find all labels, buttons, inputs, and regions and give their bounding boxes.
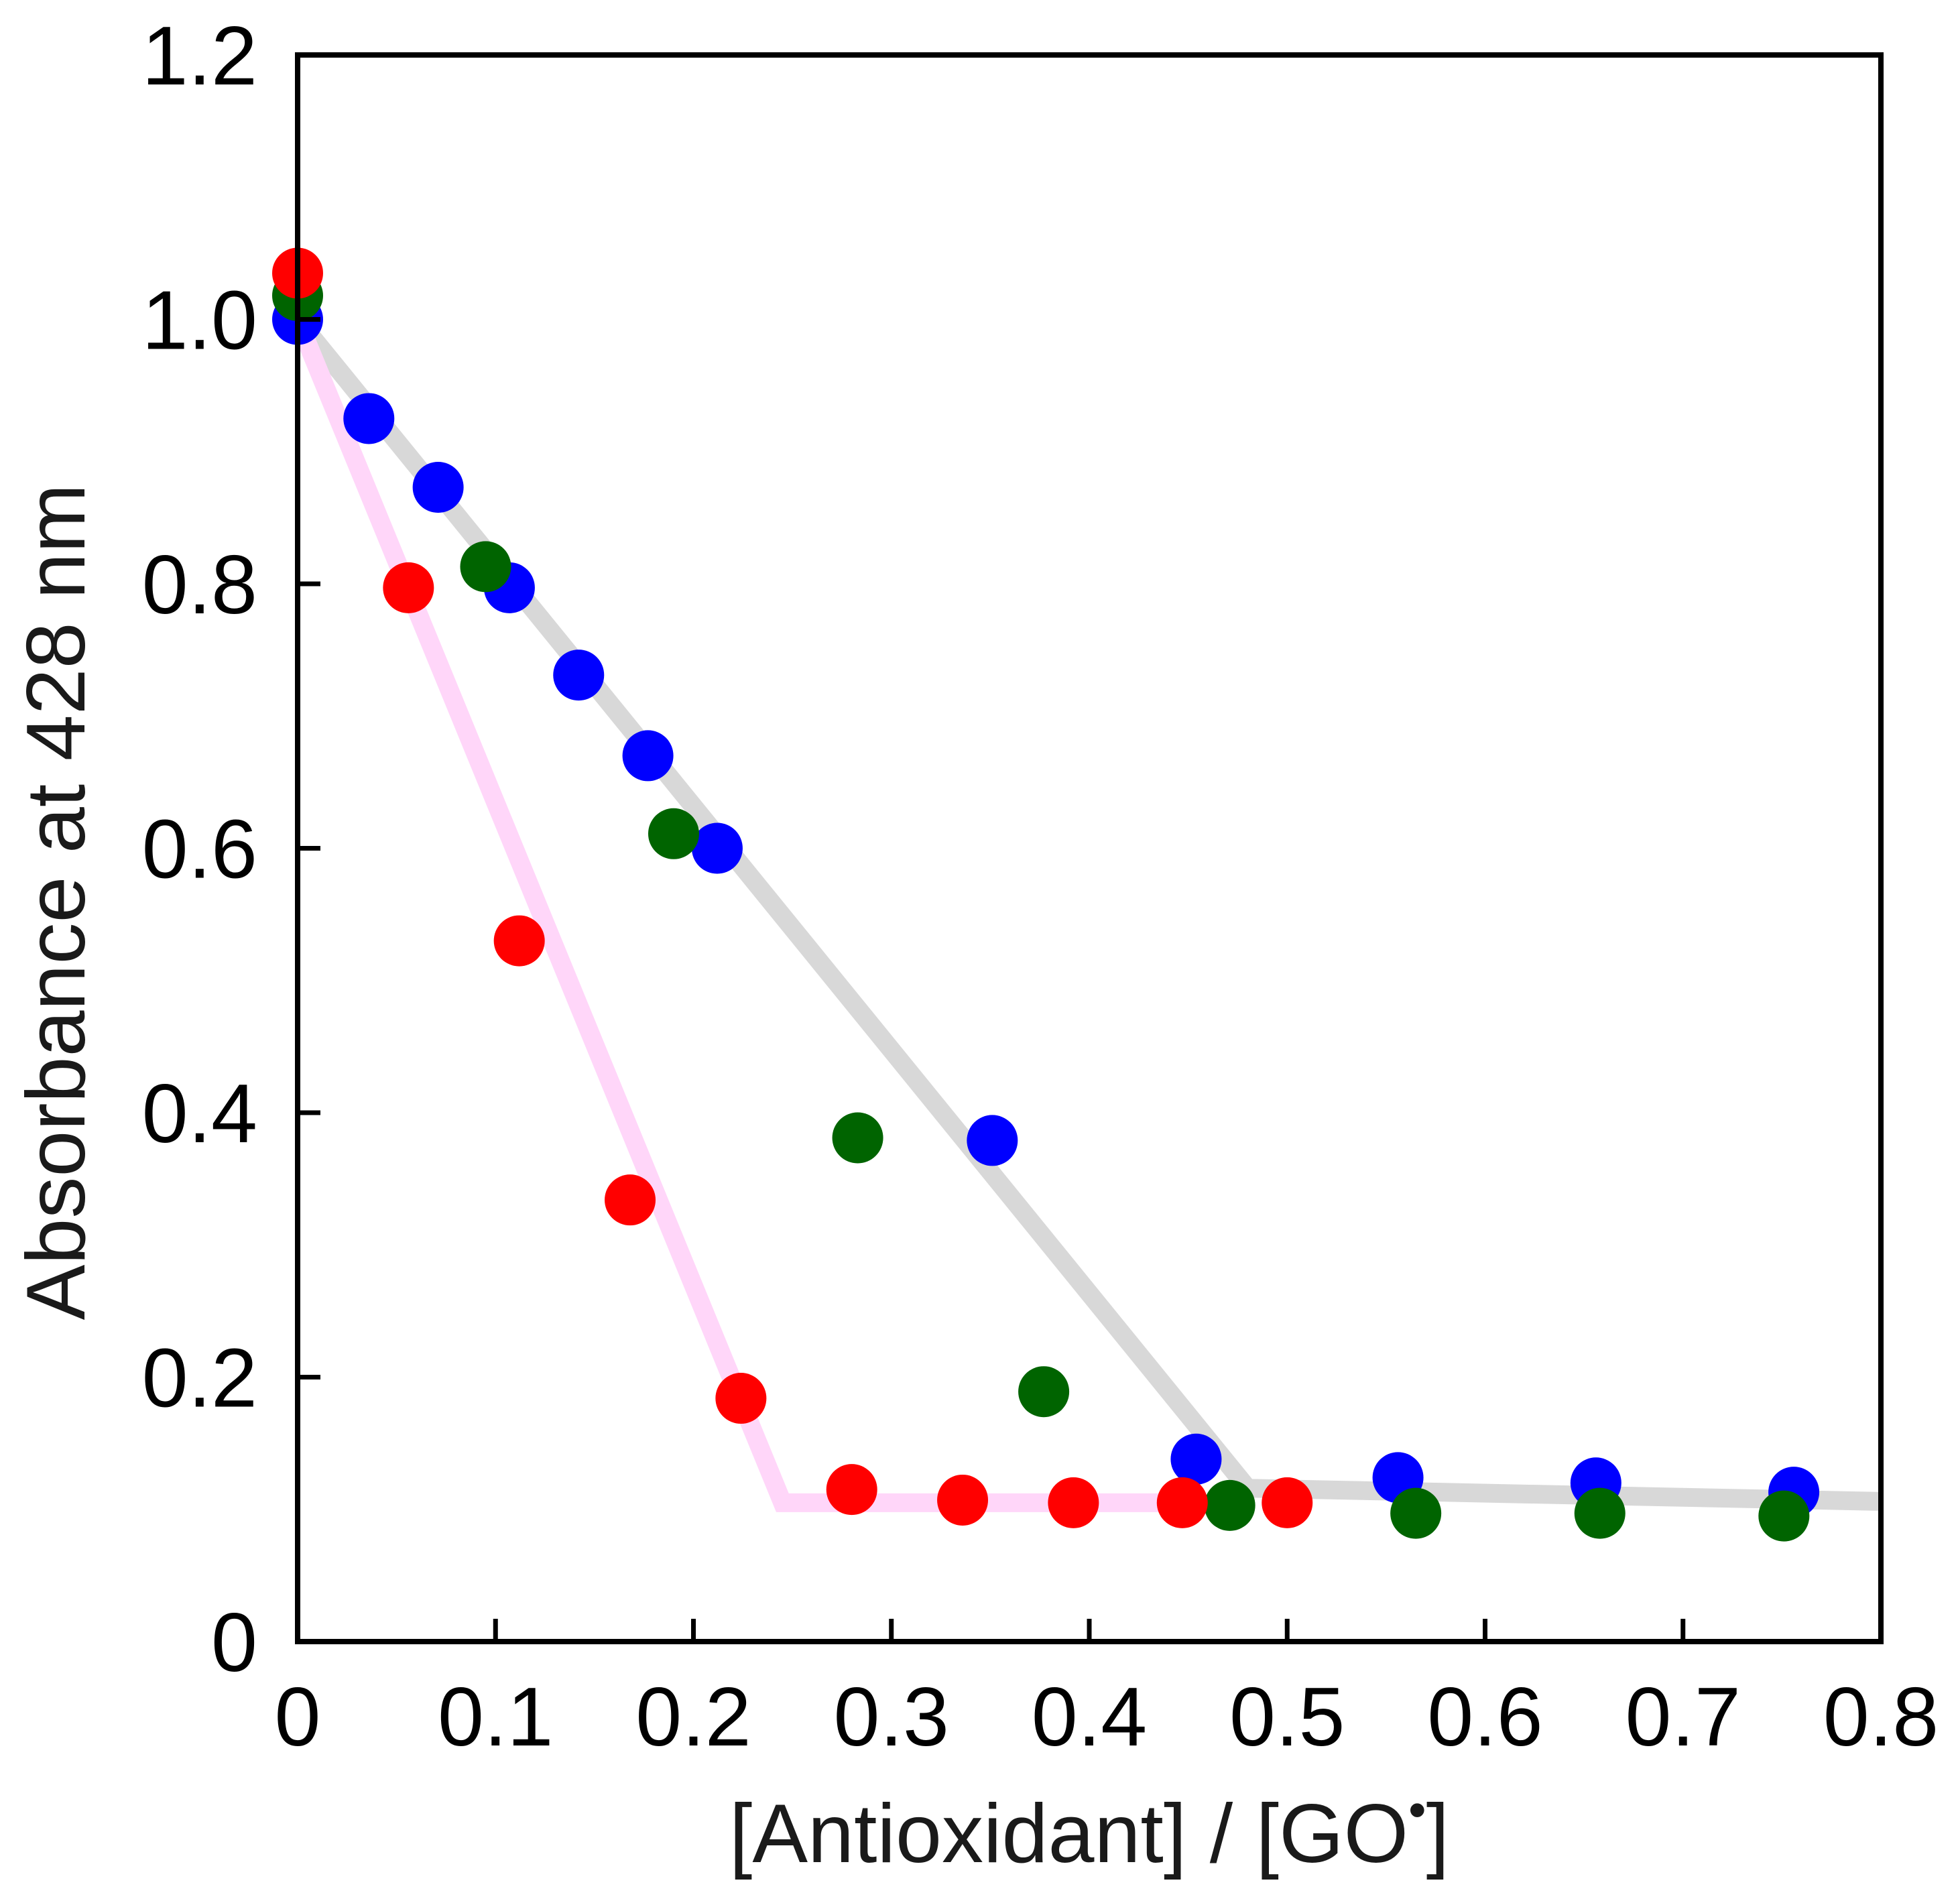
data-point-series-1-3 <box>412 462 464 513</box>
y-tick-label: 0.4 <box>142 1068 257 1160</box>
data-point-series-1-6 <box>622 730 674 782</box>
data-point-series-2-4 <box>832 1112 883 1164</box>
x-tick-label: 0.5 <box>1229 1671 1345 1764</box>
data-point-series-2-8 <box>1574 1487 1626 1539</box>
x-tick-label: 0.8 <box>1823 1671 1939 1764</box>
data-point-series-2-2 <box>460 541 511 593</box>
y-tick-label: 0.2 <box>142 1333 257 1425</box>
axis-ticks <box>298 317 1686 1642</box>
data-point-series-3-10 <box>1262 1477 1313 1528</box>
plot-frame <box>295 52 1884 1644</box>
x-axis-title: [Antioxidant] / [GO•] <box>729 1782 1449 1880</box>
data-point-series-1-9 <box>1170 1433 1222 1485</box>
data-point-series-2-6 <box>1204 1479 1255 1531</box>
data-point-series-3-4 <box>605 1174 656 1226</box>
y-tick-labels: 0 0.2 0.4 0.6 0.8 1.0 1.2 <box>142 10 257 1689</box>
data-point-series-2-3 <box>648 808 699 859</box>
x-tick-label: 0.6 <box>1427 1671 1542 1764</box>
x-axis-title-superscript: • <box>1408 1782 1426 1839</box>
y-axis-title: Absorbance at 428 nm <box>10 484 103 1321</box>
x-axis-title-main: [Antioxidant] / [GO <box>729 1788 1408 1880</box>
x-tick-label: 0 <box>275 1671 321 1764</box>
x-tick-label: 0.1 <box>438 1671 553 1764</box>
data-point-series-1-8 <box>967 1115 1018 1166</box>
data-point-series-1-5 <box>553 650 605 701</box>
y-tick-label: 0.6 <box>142 804 257 896</box>
data-point-series-3-3 <box>493 915 545 967</box>
data-point-series-3-2 <box>383 562 434 613</box>
data-point-series-2-9 <box>1758 1490 1810 1542</box>
data-point-series-1-7 <box>691 822 743 874</box>
data-point-series-3-7 <box>937 1474 989 1526</box>
data-point-series-3-9 <box>1156 1477 1208 1528</box>
data-points <box>272 247 1820 1542</box>
x-tick-label: 0.4 <box>1032 1671 1147 1764</box>
data-point-series-2-5 <box>1018 1366 1070 1418</box>
x-tick-label: 0.2 <box>635 1671 751 1764</box>
x-axis-title-suffix: ] <box>1426 1788 1449 1880</box>
data-point-series-1-2 <box>343 393 395 444</box>
y-tick-label: 0.8 <box>142 539 257 631</box>
data-point-series-2-7 <box>1390 1487 1442 1539</box>
x-tick-labels: 0 0.1 0.2 0.3 0.4 0.5 0.6 0.7 0.8 <box>275 1671 1939 1764</box>
data-point-series-3-8 <box>1048 1477 1099 1528</box>
y-tick-label: 1.0 <box>142 275 257 367</box>
x-tick-label: 0.3 <box>834 1671 949 1764</box>
x-tick-label: 0.7 <box>1626 1671 1741 1764</box>
y-tick-label: 0 <box>211 1597 257 1689</box>
y-tick-label: 1.2 <box>142 10 257 103</box>
data-point-series-3-5 <box>715 1373 767 1424</box>
data-point-series-3-6 <box>826 1464 877 1516</box>
fit-lines <box>289 313 1882 1512</box>
